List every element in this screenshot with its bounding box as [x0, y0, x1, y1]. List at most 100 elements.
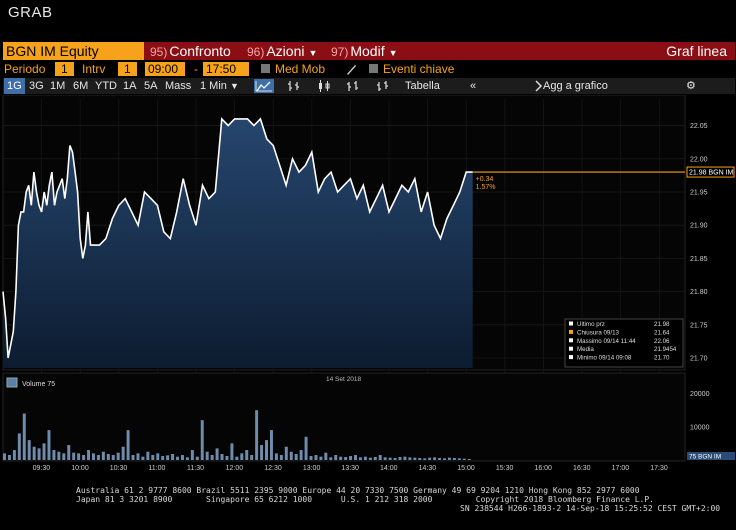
volume-label: Volume: [22, 381, 45, 388]
range-max-button[interactable]: Mass: [165, 80, 192, 92]
compare-menu[interactable]: 95) Confronto: [150, 42, 231, 60]
time-axis: 09:30 10:00 10:30 11:00 11:30 12:00 12:30 13:00…: [33, 465, 668, 472]
volume-bar: [106, 454, 110, 460]
date-label: 14 Set 2018: [326, 376, 361, 383]
footer-session-line: SN 238544 H266-1893-2 14-Sep-18 15:25:52…: [460, 504, 721, 513]
line-chart-icon[interactable]: [254, 79, 274, 93]
ticker-field[interactable]: BGN IM Equity: [3, 42, 144, 60]
range-3g-button[interactable]: 3G: [29, 80, 44, 92]
volume-bar: [3, 453, 6, 460]
volume-bar: [136, 453, 140, 460]
chart-area: 22.05 22.00 21.95 21.90 21.85 21.80 21.75 21.70…: [2, 95, 735, 485]
volume-axis: 20000 10000: [690, 391, 710, 431]
pencil-icon[interactable]: [345, 62, 357, 76]
actions-menu[interactable]: 96) Azioni ▼: [247, 42, 317, 60]
y-tick-label: 21.95: [690, 189, 708, 196]
volume-bar: [309, 456, 313, 460]
volume-bar: [378, 455, 382, 460]
legend-value: 21.9454: [654, 346, 677, 353]
table-button[interactable]: Tabella: [405, 80, 440, 92]
x-tick-label: 12:00: [226, 465, 244, 472]
volume-bar: [131, 455, 135, 460]
volume-bar: [438, 458, 442, 460]
interval-select-value: 1 Min: [200, 80, 227, 92]
x-tick-label: 14:00: [380, 465, 398, 472]
range-1m-button[interactable]: 1M: [50, 80, 66, 92]
footer-contacts-line: Australia 61 2 9777 8600 Brazil 5511 239…: [76, 486, 640, 495]
volume-bar: [363, 456, 367, 460]
gear-icon[interactable]: ⚙: [686, 80, 696, 92]
moving-average-checkbox[interactable]: [261, 64, 270, 73]
volume-tick-label: 10000: [690, 424, 710, 431]
volume-bar: [314, 455, 318, 460]
hl-chart-icon[interactable]: [373, 79, 393, 93]
volume-legend-swatch: [6, 377, 18, 388]
volume-bar: [329, 457, 333, 460]
volume-bar: [235, 456, 239, 460]
volume-bar: [7, 455, 11, 460]
volume-bar: [443, 458, 446, 460]
volume-bar: [141, 456, 145, 460]
x-tick-label: 17:30: [650, 465, 668, 472]
chevron-down-icon: ▼: [388, 48, 398, 58]
volume-bar: [339, 456, 343, 460]
last-price-label: 21.98 BGN IM: [689, 170, 734, 177]
interval-select[interactable]: 1 Min ▼: [200, 78, 239, 94]
command-bar: BGN IM Equity 95) Confronto 96) Azioni ▼ 97…: [3, 42, 735, 60]
volume-bar: [265, 440, 268, 460]
volume-bar: [447, 457, 451, 460]
key-events-checkbox[interactable]: [369, 64, 378, 73]
range-ytd-button[interactable]: YTD: [95, 80, 117, 92]
volume-bar: [433, 457, 437, 460]
add-to-chart-button[interactable]: Agg a grafico: [543, 80, 608, 92]
candlestick-icon[interactable]: [314, 79, 334, 93]
volume-bar: [111, 455, 115, 460]
period-input[interactable]: 1: [55, 62, 74, 76]
range-1a-button[interactable]: 1A: [123, 80, 137, 92]
volume-bar: [42, 443, 46, 460]
volume-bar: [22, 413, 26, 460]
legend-label: Media: [577, 346, 594, 353]
volume-bar: [467, 459, 471, 460]
volume-panel: [2, 372, 686, 462]
collapse-left-icon[interactable]: «: [470, 80, 477, 92]
y-tick-label: 22.00: [690, 156, 708, 163]
edit-menu[interactable]: 97) Modif ▼: [331, 42, 398, 60]
volume-bar: [27, 440, 31, 460]
legend-value: 21.64: [654, 329, 670, 336]
ohlc-chart-icon[interactable]: [284, 79, 304, 93]
volume-bar: [205, 451, 209, 460]
volume-bar: [304, 436, 308, 460]
x-tick-label: 10:30: [110, 465, 128, 472]
x-tick-label: 16:00: [534, 465, 552, 472]
range-6m-button[interactable]: 6M: [73, 80, 89, 92]
bar-chart-icon[interactable]: [344, 79, 364, 93]
view-title: Graf linea: [666, 43, 727, 59]
x-tick-label: 16:30: [573, 465, 591, 472]
chart-toolbar: 1G 3G 1M 6M YTD 1A 5A Mass 1 Min ▼ Tabel…: [3, 78, 735, 94]
volume-bar: [250, 455, 254, 460]
volume-bar: [230, 443, 234, 460]
volume-bar: [284, 446, 288, 460]
parameter-row: Periodo 1 Intrv 1 09:00 - 17:50 Med Mob …: [3, 61, 735, 77]
range-5a-button[interactable]: 5A: [144, 80, 158, 92]
interval-label: Intrv: [82, 62, 106, 76]
volume-bar: [373, 457, 377, 460]
volume-bar: [368, 457, 372, 460]
volume-bar: [354, 455, 357, 460]
end-time-input[interactable]: 17:50: [203, 62, 249, 76]
range-1g-button[interactable]: 1G: [4, 78, 25, 94]
key-events-label: Eventi chiave: [383, 62, 455, 76]
volume-bar: [225, 456, 229, 460]
last-price-tag: [686, 166, 735, 178]
change-percent: 1.57%: [476, 184, 496, 191]
footer-copyright-line: Japan 81 3 3201 8900 Singapore 65 6212 1…: [76, 495, 654, 504]
start-time-input[interactable]: 09:00: [145, 62, 185, 76]
interval-input[interactable]: 1: [118, 62, 137, 76]
add-chart-icon[interactable]: [533, 79, 553, 93]
x-tick-label: 17:00: [612, 465, 630, 472]
volume-bar: [334, 455, 338, 460]
legend-label: Minimo 09/14 09:08: [577, 355, 632, 362]
volume-bar: [215, 448, 219, 460]
price-line: [2, 117, 473, 359]
